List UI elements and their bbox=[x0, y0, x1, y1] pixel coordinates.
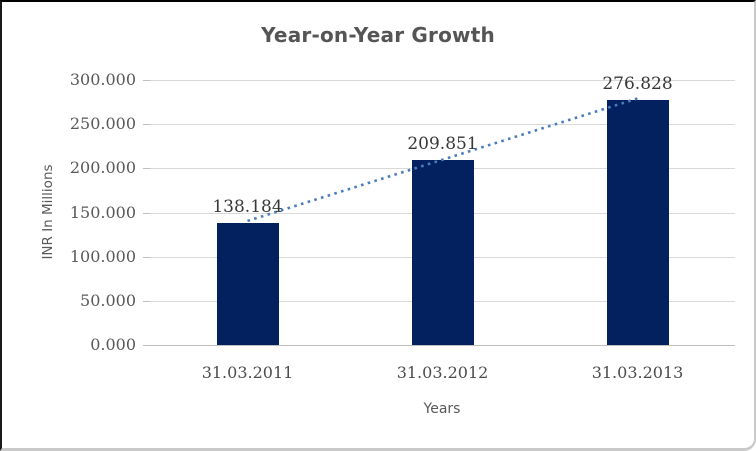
y-tick-label: 150.000 bbox=[69, 202, 136, 222]
y-tick-mark bbox=[143, 345, 150, 346]
y-tick-label: 250.000 bbox=[69, 114, 136, 134]
trendline bbox=[247, 97, 638, 223]
y-tick-mark bbox=[143, 300, 150, 302]
bar bbox=[216, 222, 279, 345]
y-tick-mark bbox=[143, 124, 150, 126]
y-tick-label: 0.000 bbox=[90, 335, 136, 354]
y-tick-label: 200.000 bbox=[69, 158, 136, 178]
y-tick-label: 300.000 bbox=[69, 70, 136, 89]
x-tick-label: 31.03.2012 bbox=[396, 363, 489, 382]
x-axis-title: Years bbox=[423, 401, 461, 417]
bar bbox=[411, 159, 474, 345]
x-tick-label: 31.03.2013 bbox=[591, 363, 684, 382]
bar bbox=[606, 100, 669, 345]
y-tick-label: 50.000 bbox=[80, 290, 136, 310]
gridline bbox=[150, 124, 735, 126]
bar-value-label: 209.851 bbox=[407, 133, 478, 154]
y-tick-mark bbox=[143, 168, 150, 170]
y-tick-label: 100.000 bbox=[69, 246, 136, 266]
y-tick-mark bbox=[143, 212, 150, 214]
plot-area: 138.184 209.851 276.828 bbox=[143, 74, 735, 346]
y-tick-mark bbox=[143, 256, 150, 258]
gridline bbox=[150, 80, 735, 81]
x-tick-label: 31.03.2011 bbox=[201, 363, 294, 382]
bar-value-label: 276.828 bbox=[602, 74, 673, 95]
bar-value-label: 138.184 bbox=[212, 196, 283, 217]
chart-title: Year-on-Year Growth bbox=[261, 23, 495, 47]
y-tick-mark bbox=[143, 80, 150, 81]
y-axis-title: INR In Millions bbox=[40, 164, 56, 260]
